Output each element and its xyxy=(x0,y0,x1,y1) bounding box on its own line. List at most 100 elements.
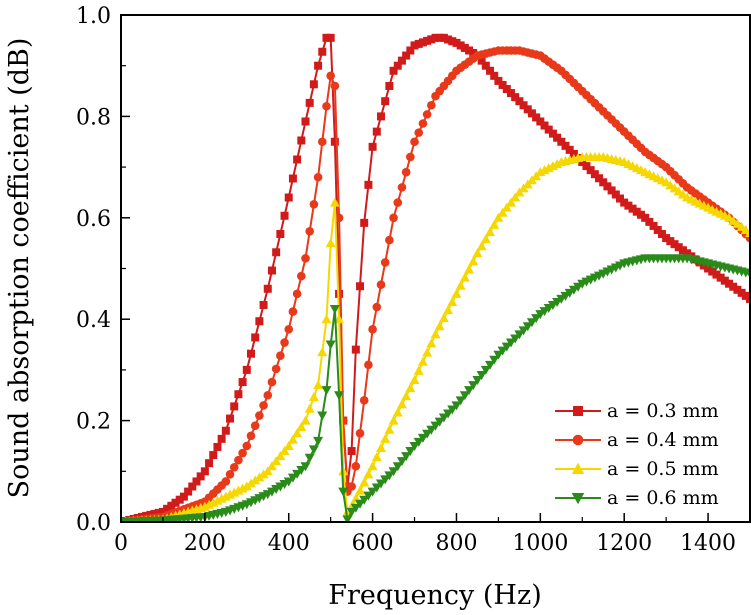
data-point xyxy=(385,235,394,245)
data-point xyxy=(515,97,524,106)
data-point xyxy=(444,35,453,44)
data-point xyxy=(527,109,536,118)
data-point xyxy=(497,346,508,356)
data-point xyxy=(481,61,490,70)
data-point xyxy=(276,351,285,361)
data-point xyxy=(313,172,323,182)
data-point xyxy=(325,238,336,248)
data-point xyxy=(300,415,311,425)
data-point xyxy=(422,347,433,357)
data-point xyxy=(296,421,307,431)
data-point xyxy=(586,166,595,175)
data-point xyxy=(427,100,436,110)
data-point xyxy=(317,411,328,421)
data-point xyxy=(355,485,366,495)
data-point xyxy=(485,360,496,370)
data-point xyxy=(267,266,276,275)
data-point xyxy=(480,365,491,375)
data-point xyxy=(448,37,457,46)
data-point xyxy=(360,218,369,227)
data-point xyxy=(263,390,273,400)
data-point xyxy=(418,119,428,128)
data-point xyxy=(205,459,214,468)
data-point xyxy=(255,317,264,326)
data-point xyxy=(192,477,201,486)
data-point xyxy=(683,249,692,258)
data-point xyxy=(405,447,416,457)
data-point xyxy=(501,202,512,212)
data-point xyxy=(254,472,265,482)
data-point xyxy=(367,487,378,497)
data-point xyxy=(246,431,256,441)
data-point xyxy=(519,101,528,110)
data-point xyxy=(217,434,226,443)
data-point xyxy=(267,377,277,387)
data-point xyxy=(229,462,239,472)
data-point xyxy=(607,186,616,195)
data-point xyxy=(221,426,230,435)
data-point xyxy=(557,137,566,146)
data-point xyxy=(347,482,356,491)
data-point xyxy=(326,71,335,81)
data-point xyxy=(196,472,205,481)
data-point xyxy=(350,503,361,513)
data-point xyxy=(396,399,407,409)
data-point xyxy=(171,498,180,507)
data-point xyxy=(321,386,332,396)
data-point xyxy=(213,442,222,451)
data-point xyxy=(163,504,172,513)
data-point xyxy=(438,313,449,323)
data-point xyxy=(452,38,461,47)
data-point xyxy=(666,237,675,246)
x-tick-label: 0 xyxy=(114,531,128,556)
legend-marker xyxy=(573,406,583,416)
data-point xyxy=(346,507,357,517)
data-point xyxy=(506,89,515,98)
data-point xyxy=(426,425,437,435)
data-point xyxy=(523,105,532,114)
data-point xyxy=(498,80,507,89)
legend-marker xyxy=(572,434,584,446)
data-point xyxy=(480,234,491,244)
data-point xyxy=(401,452,412,462)
data-point xyxy=(435,33,444,42)
data-point xyxy=(322,33,331,42)
data-point xyxy=(259,301,268,310)
data-point xyxy=(179,492,188,501)
legend-label: a = 0.4 mm xyxy=(607,429,719,451)
data-point xyxy=(544,125,553,134)
data-point xyxy=(292,469,303,479)
data-point xyxy=(464,386,475,396)
data-point xyxy=(418,38,427,47)
data-point xyxy=(582,162,591,171)
data-point xyxy=(720,276,729,285)
data-point xyxy=(422,429,433,439)
data-point xyxy=(472,248,483,258)
data-point xyxy=(486,66,495,75)
data-point xyxy=(371,483,382,493)
data-point xyxy=(464,264,475,274)
data-point xyxy=(304,403,315,413)
data-point xyxy=(427,35,436,44)
y-tick-label: 1.0 xyxy=(76,4,111,29)
data-point xyxy=(455,280,466,290)
data-point xyxy=(740,224,750,234)
data-point xyxy=(438,413,449,423)
data-point xyxy=(456,41,465,50)
axes-layer: 0 200 400 600 800 1000 1200 1400 0.0 0.2 0.4 0.6 0.8… xyxy=(76,4,736,556)
data-point xyxy=(725,279,734,288)
data-point xyxy=(397,183,407,192)
data-point xyxy=(184,487,193,496)
legend-label: a = 0.6 mm xyxy=(607,487,719,509)
data-point xyxy=(451,401,462,411)
data-point xyxy=(200,467,209,476)
data-point xyxy=(380,433,391,443)
data-point xyxy=(455,396,466,406)
data-point xyxy=(296,466,307,476)
data-point xyxy=(536,117,545,126)
data-point xyxy=(280,211,289,220)
data-point xyxy=(737,288,746,297)
data-point xyxy=(309,199,319,209)
data-point xyxy=(405,383,416,393)
data-point xyxy=(351,345,360,354)
